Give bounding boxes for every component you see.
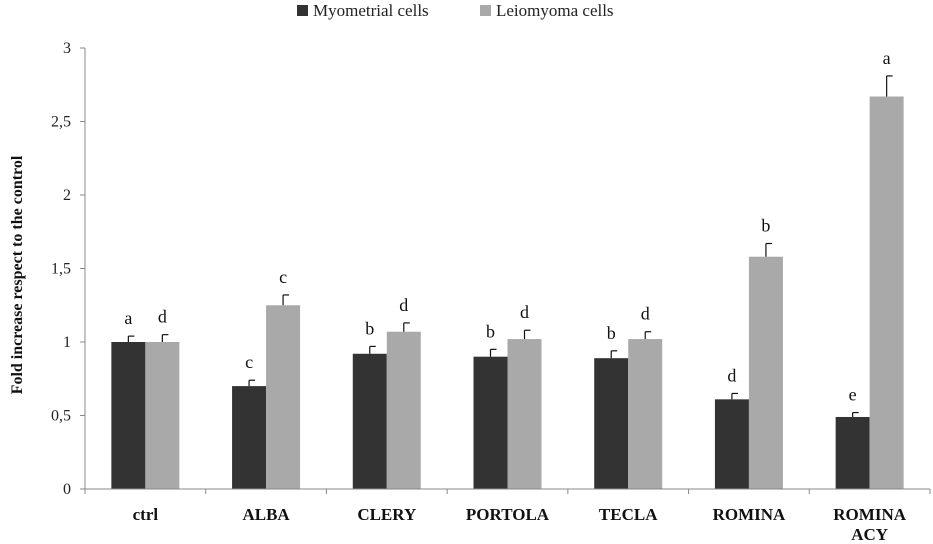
- x-tick-label: PORTOLA: [466, 505, 550, 524]
- y-axis-ticks: 0 0,5 1 1,5 2 2,5 3: [51, 40, 85, 498]
- legend-label: Leiomyoma cells: [496, 1, 614, 20]
- legend-label: Myometrial cells: [313, 1, 429, 20]
- significance-letter: c: [245, 352, 253, 372]
- bar-leiomyoma: [628, 339, 663, 489]
- x-tick-label: ALBA: [242, 505, 290, 524]
- significance-letter: a: [124, 308, 132, 328]
- significance-labels: a c b b b d e d c d d d b a: [124, 48, 890, 405]
- significance-letter: b: [365, 318, 374, 338]
- bar-myometrial: [594, 358, 629, 489]
- y-tick-label: 1: [63, 334, 71, 351]
- legend: Myometrial cells Leiomyoma cells: [297, 1, 614, 20]
- x-tick-label: ROMINA: [713, 505, 786, 524]
- bar-myometrial: [835, 416, 870, 489]
- y-axis-label: Fold increase respect to the control: [9, 155, 26, 394]
- legend-swatch: [297, 5, 308, 16]
- axes: [84, 48, 930, 490]
- x-axis-labels: ctrl ALBA CLERY PORTOLA TECLA ROMINA ROMINA ACY: [84, 489, 931, 544]
- significance-letter: b: [607, 323, 616, 343]
- significance-letter: c: [279, 267, 287, 287]
- bar-leiomyoma: [266, 305, 301, 489]
- significance-letter: b: [761, 216, 770, 236]
- legend-swatch: [480, 5, 491, 16]
- significance-letter: e: [849, 385, 857, 405]
- significance-letter: d: [399, 295, 408, 315]
- bar-leiomyoma: [748, 256, 783, 489]
- significance-letter: d: [158, 307, 167, 327]
- bar-myometrial: [352, 353, 387, 489]
- y-tick-label: 3: [63, 40, 71, 57]
- y-tick-label: 0: [63, 481, 71, 498]
- bar-leiomyoma: [386, 331, 421, 489]
- x-tick-label: ctrl: [133, 505, 159, 524]
- bar-myometrial: [232, 386, 267, 489]
- significance-letter: d: [520, 302, 529, 322]
- y-tick-label: 1,5: [51, 261, 71, 278]
- significance-letter: a: [883, 48, 891, 68]
- x-tick-label: TECLA: [599, 505, 658, 524]
- bar-myometrial: [111, 342, 146, 489]
- bars: [111, 96, 904, 489]
- bar-leiomyoma: [869, 96, 904, 489]
- significance-letter: d: [641, 304, 650, 324]
- significance-letter: b: [486, 321, 495, 341]
- error-bars: [127, 75, 893, 417]
- bar-leiomyoma: [145, 342, 180, 489]
- x-tick-label: ROMINA ACY: [833, 505, 906, 544]
- y-tick-label: 0,5: [51, 408, 71, 425]
- bar-leiomyoma: [507, 339, 542, 489]
- x-tick-label: CLERY: [357, 505, 416, 524]
- bar-myometrial: [714, 399, 749, 489]
- y-tick-label: 2: [63, 187, 71, 204]
- significance-letter: d: [727, 365, 736, 385]
- y-tick-label: 2,5: [51, 114, 71, 131]
- bar-myometrial: [473, 356, 508, 489]
